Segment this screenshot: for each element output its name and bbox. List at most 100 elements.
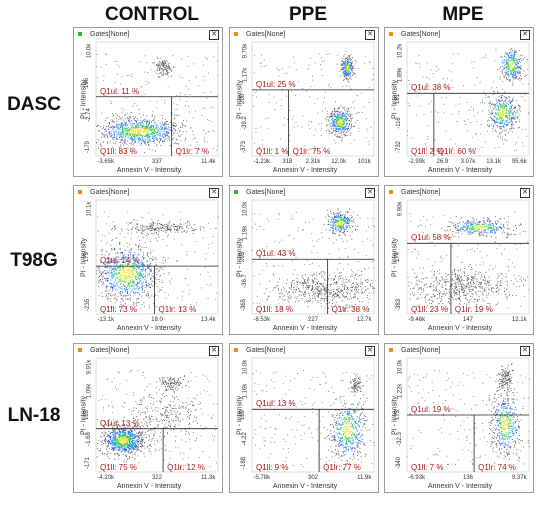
- scatter-plot: [251, 357, 375, 473]
- quadrant-label-ll: Q1ll: 75 %: [100, 463, 137, 472]
- quadrant-label-lr: Q1lr: 7 %: [175, 147, 209, 156]
- panel-ln18-mpe: Gates[None] ✕ -6.93k 136 9.37k -340 -32.3 173 1.…: [384, 343, 534, 493]
- row-header-dasc: DASC: [7, 94, 61, 115]
- gates-label: Gates[None]: [246, 347, 286, 354]
- plot-frame: [95, 41, 219, 157]
- event-points: [252, 370, 375, 470]
- y-axis-title: PI - Intensity: [391, 80, 399, 119]
- plot-frame: [95, 199, 219, 315]
- quadrant-label-ll: Q1ll: 7 %: [411, 463, 444, 472]
- close-icon[interactable]: ✕: [209, 188, 219, 198]
- quadrant-label-lr: Q1lr: 74 %: [478, 463, 516, 472]
- x-tick-label: 227: [307, 317, 319, 323]
- close-icon[interactable]: ✕: [520, 30, 530, 40]
- quadrant-label-ul: Q1ul: 14 %: [100, 256, 140, 266]
- y-tick-label: 10.0k: [86, 43, 93, 59]
- x-tick-label: 3.07k: [460, 159, 476, 165]
- quadrant-label-ul: Q1ul: 11 %: [100, 86, 139, 96]
- x-tick-label: -1.23k: [253, 159, 271, 165]
- plot-frame: [251, 199, 375, 315]
- y-axis-title: PI - Intensity: [391, 238, 399, 277]
- panel-ln18-control: Gates[None] ✕ -4.20k 322 11.3k -171 -1.68 163 1.…: [73, 343, 223, 493]
- quadrant-label-ll: Q1ll: 18 %: [256, 305, 293, 314]
- x-tick-label: 337: [151, 159, 163, 165]
- quadrant-label-ul: Q1ul: 13 %: [256, 399, 296, 409]
- y-tick-label: -732: [396, 140, 403, 153]
- status-dot-icon: [389, 32, 393, 36]
- panel-t98g-mpe: Gates[None] ✕ -9.46k 147 12.1k -383 174 9.90k An…: [384, 185, 534, 335]
- x-tick-label: 2.31k: [305, 159, 321, 165]
- event-points: [96, 211, 219, 309]
- x-tick-label: 302: [307, 475, 319, 481]
- x-tick-label: 318: [282, 159, 293, 165]
- x-axis-title: Annexin V - Intensity: [272, 167, 338, 174]
- quadrant-label-ll: Q1ll: 23 %: [411, 305, 448, 314]
- close-icon[interactable]: ✕: [209, 346, 219, 356]
- status-dot-icon: [78, 32, 82, 36]
- panel-t98g-control: Gates[None] ✕ -13.1k 18.0 13.4k -235 179 10.1k A…: [73, 185, 223, 335]
- quadrant-label-ul: Q1ul: 13 %: [100, 418, 140, 428]
- x-tick-label: -9.46k: [408, 317, 426, 323]
- event-points: [407, 363, 530, 467]
- quadrant-label-ul: Q1ul: 25 %: [256, 79, 296, 89]
- status-dot-icon: [389, 190, 393, 194]
- x-tick-label: 26.9: [436, 159, 449, 165]
- panel-dasc-mpe: Gates[None] ✕ -2.99k 26.9 3.07k 13.1k 95.6k -73…: [384, 27, 534, 177]
- panel-dasc-ppe: Gates[None] ✕ -1.23k 318 2.31k 12.0k 101k -373-…: [229, 27, 379, 177]
- row-header-ln18: LN-18: [7, 405, 61, 426]
- panel-ln18-ppe: Gates[None] ✕ -5.78k 302 11.9k -188 -4.22 169 1.…: [229, 343, 379, 493]
- gates-label: Gates[None]: [401, 347, 441, 354]
- x-tick-label: -3.65k: [97, 159, 115, 165]
- gates-label: Gates[None]: [90, 189, 130, 196]
- status-dot-icon: [234, 32, 238, 36]
- y-tick-label: 9.70k: [242, 43, 249, 59]
- quadrant-label-ll: Q1ll: 83 %: [100, 147, 137, 156]
- y-tick-label: -340: [396, 456, 403, 469]
- plot-frame: [251, 41, 375, 157]
- x-tick-label: 136: [462, 475, 474, 481]
- x-tick-label: 9.37k: [511, 475, 527, 481]
- col-header-control: CONTROL: [105, 4, 199, 25]
- quadrant-label-lr: Q1lr: 60 %: [437, 147, 476, 156]
- x-tick-label: 12.7k: [356, 317, 372, 323]
- gates-label: Gates[None]: [90, 347, 130, 354]
- close-icon[interactable]: ✕: [520, 188, 530, 198]
- y-tick-label: 10.1k: [86, 201, 93, 217]
- y-axis-title: PI - Intensity: [80, 396, 88, 435]
- close-icon[interactable]: ✕: [520, 346, 530, 356]
- x-axis-title: Annexin V - Intensity: [427, 483, 493, 490]
- y-tick-label: 9.91k: [86, 359, 93, 375]
- y-tick-label: -171: [85, 456, 92, 469]
- col-header-ppe: PPE: [288, 4, 328, 25]
- close-icon[interactable]: ✕: [365, 30, 375, 40]
- x-tick-label: -5.78k: [253, 475, 271, 481]
- close-icon[interactable]: ✕: [209, 30, 219, 40]
- x-tick-label: -4.20k: [97, 475, 115, 481]
- y-tick-label: -179: [85, 140, 92, 153]
- status-dot-icon: [389, 348, 393, 352]
- quadrant-label-ul: Q1ul: 58 %: [411, 233, 451, 243]
- panel-dasc-control: Gates[None] ✕ -3.65k 337 11.4k -179 -2.74 166 10…: [73, 27, 223, 177]
- event-points: [96, 53, 219, 153]
- scatter-plot: [251, 199, 375, 315]
- quadrant-label-ll: Q1ll: 73 %: [100, 305, 137, 314]
- y-axis-title: PI - Intensity: [236, 238, 244, 277]
- x-tick-label: -6.93k: [408, 475, 426, 481]
- x-tick-label: 322: [151, 475, 163, 481]
- y-tick-label: -373: [241, 140, 248, 153]
- x-axis-title: Annexin V - Intensity: [272, 325, 338, 332]
- plot-frame: [406, 41, 530, 157]
- y-tick-label: 10.0k: [242, 359, 249, 375]
- y-axis-title: PI - Intensity: [80, 238, 88, 277]
- x-axis-title: Annexin V - Intensity: [427, 325, 493, 332]
- close-icon[interactable]: ✕: [365, 188, 375, 198]
- close-icon[interactable]: ✕: [365, 346, 375, 356]
- x-tick-label: -13.1k: [97, 317, 115, 323]
- gates-label: Gates[None]: [401, 189, 441, 196]
- quadrant-label-lr: Q1lr: 12 %: [167, 463, 205, 472]
- x-tick-label: 11.3k: [201, 475, 216, 481]
- x-tick-label: 147: [462, 317, 474, 323]
- quadrant-label-ll: Q1ll: 9 %: [256, 463, 289, 472]
- event-points: [407, 48, 530, 152]
- x-axis-title: Annexin V - Intensity: [116, 483, 182, 490]
